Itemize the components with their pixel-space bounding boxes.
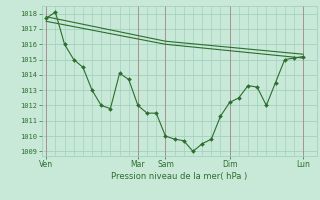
X-axis label: Pression niveau de la mer( hPa ): Pression niveau de la mer( hPa ) xyxy=(111,172,247,181)
